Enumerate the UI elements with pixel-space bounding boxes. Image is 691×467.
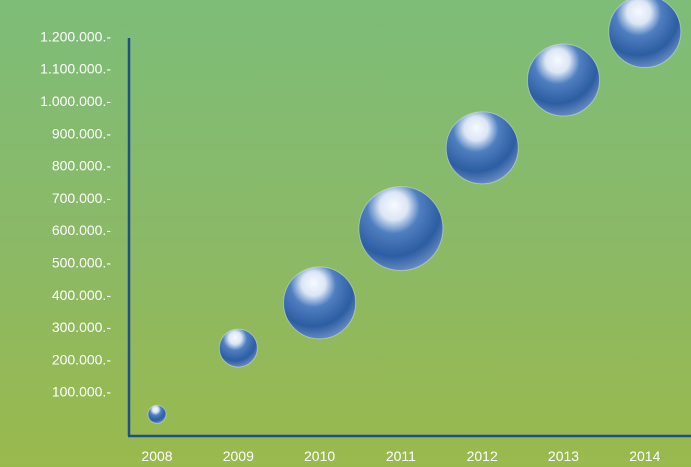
data-bubble-2014 bbox=[608, 0, 682, 69]
y-tick-label: 100.000.- bbox=[52, 384, 111, 400]
data-bubble-2008 bbox=[147, 404, 167, 424]
x-axis-tick-labels: 2008 2009 2010 2011 2012 2013 2014 bbox=[141, 448, 660, 464]
y-tick-label: 500.000.- bbox=[52, 255, 111, 271]
y-tick-label: 200.000.- bbox=[52, 351, 111, 367]
data-bubble-2013 bbox=[527, 43, 600, 117]
data-bubble-2009 bbox=[218, 328, 258, 368]
x-tick-label: 2010 bbox=[304, 448, 335, 464]
x-tick-label: 2012 bbox=[467, 448, 498, 464]
x-tick-label: 2014 bbox=[629, 448, 660, 464]
y-tick-label: 900.000.- bbox=[52, 125, 111, 141]
y-tick-label: 1.000.000.- bbox=[40, 93, 111, 109]
y-tick-label: 300.000.- bbox=[52, 319, 111, 335]
x-tick-label: 2009 bbox=[223, 448, 254, 464]
y-tick-label: 800.000.- bbox=[52, 158, 111, 174]
data-bubble-2011 bbox=[358, 186, 444, 272]
data-bubbles bbox=[147, 0, 682, 424]
data-bubble-2010 bbox=[283, 266, 357, 340]
y-tick-label: 1.100.000.- bbox=[40, 61, 111, 77]
y-tick-label: 600.000.- bbox=[52, 222, 111, 238]
y-tick-label: 700.000.- bbox=[52, 190, 111, 206]
data-bubble-2012 bbox=[445, 111, 519, 185]
x-tick-label: 2008 bbox=[141, 448, 172, 464]
y-tick-label: 400.000.- bbox=[52, 287, 111, 303]
x-tick-label: 2011 bbox=[386, 448, 416, 464]
y-tick-label: 1.200.000.- bbox=[40, 28, 111, 44]
y-axis-tick-labels: 100.000.- 200.000.- 300.000.- 400.000.- 500.… bbox=[40, 28, 111, 399]
x-tick-label: 2013 bbox=[548, 448, 579, 464]
